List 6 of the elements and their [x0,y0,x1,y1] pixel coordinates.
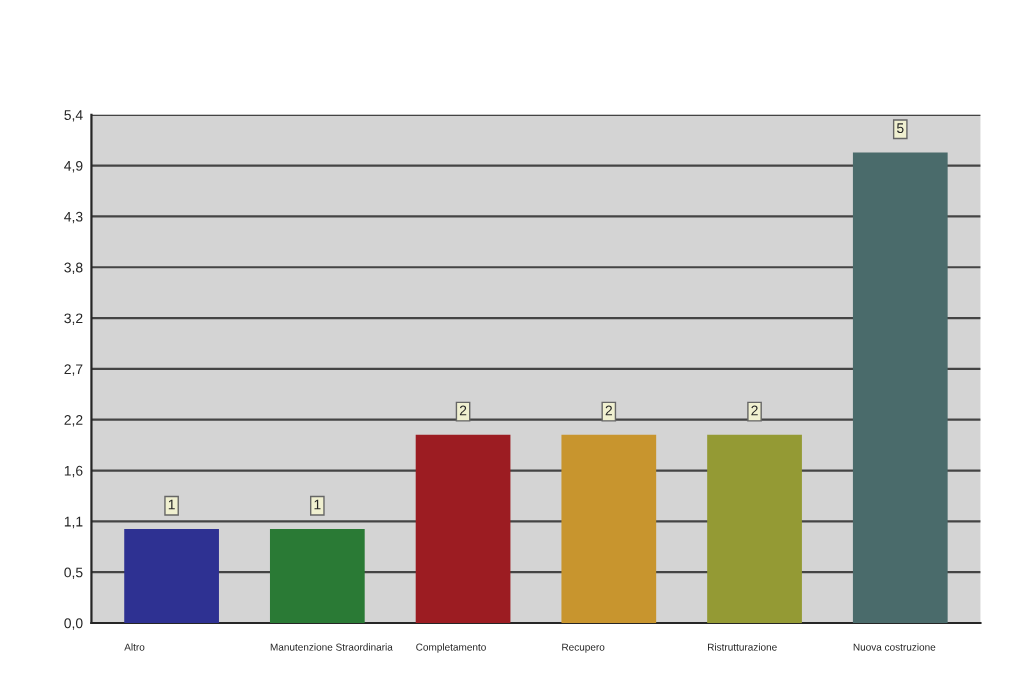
bar [561,434,657,623]
bar [415,434,511,623]
bar [124,528,219,623]
bar [707,434,802,623]
bar [269,528,365,623]
bar [852,152,948,623]
